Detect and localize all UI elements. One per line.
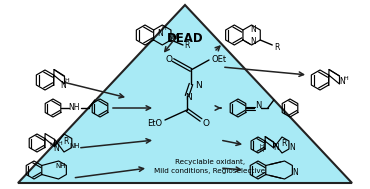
Text: NH: NH — [68, 104, 80, 112]
Text: N: N — [195, 81, 201, 91]
Text: R: R — [184, 42, 190, 50]
Text: H: H — [49, 142, 54, 147]
Text: NH: NH — [70, 143, 80, 149]
Text: O: O — [165, 54, 172, 64]
Text: EtO: EtO — [147, 119, 162, 128]
Text: N: N — [157, 29, 163, 39]
Text: R: R — [281, 139, 287, 149]
Text: N: N — [274, 143, 279, 152]
Text: DEAD: DEAD — [167, 32, 203, 44]
Polygon shape — [18, 5, 352, 183]
Text: NH: NH — [168, 34, 178, 40]
Text: H: H — [64, 77, 69, 83]
Text: N: N — [293, 168, 298, 177]
Text: Recyclable oxidant,: Recyclable oxidant, — [175, 159, 245, 165]
Text: N: N — [255, 101, 261, 111]
Text: N: N — [289, 143, 295, 152]
Text: H: H — [260, 147, 264, 153]
Text: OEt: OEt — [211, 54, 226, 64]
Text: N: N — [340, 77, 345, 87]
Text: NH: NH — [56, 163, 66, 169]
Text: H: H — [57, 141, 62, 146]
Text: H: H — [343, 75, 348, 81]
Text: N: N — [186, 94, 192, 102]
Text: Mild conditions, Regioselective: Mild conditions, Regioselective — [154, 168, 266, 174]
Text: H: H — [260, 145, 264, 149]
Text: N: N — [54, 144, 60, 153]
Text: O: O — [202, 119, 209, 129]
Text: N: N — [251, 37, 256, 46]
Text: R: R — [63, 138, 69, 146]
Text: N: N — [251, 25, 256, 33]
Text: R: R — [275, 43, 280, 51]
Text: H: H — [161, 26, 166, 32]
Text: N: N — [61, 81, 66, 90]
